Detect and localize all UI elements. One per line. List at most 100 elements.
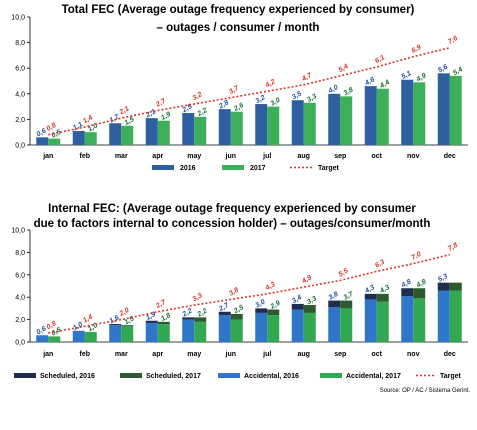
total-label-2016: 4,8	[400, 278, 413, 289]
target-data-label: 0,8	[46, 122, 58, 133]
target-data-label: 0,8	[46, 320, 58, 331]
legend-swatch-scheduled-2016	[14, 373, 36, 378]
bar-scheduled-2017	[194, 317, 207, 322]
bar-scheduled-2016	[218, 311, 231, 316]
chart-2-y-tick-label: 2,0	[15, 317, 25, 324]
bar-accidental-2016	[364, 299, 377, 342]
chart-2-x-tick-label: feb	[80, 351, 91, 358]
total-label-2016: 2,2	[181, 308, 194, 319]
data-label-2016: 2,1	[144, 108, 157, 119]
target-data-label: 4,3	[264, 281, 277, 292]
data-label-2017: 5,4	[452, 66, 464, 77]
bar-2017	[376, 88, 389, 145]
data-label-2016: 1,7	[109, 113, 122, 124]
bar-accidental-2017	[84, 331, 97, 342]
target-line	[48, 253, 450, 334]
target-data-label: 1,4	[82, 314, 94, 325]
bar-scheduled-2016	[291, 303, 304, 310]
chart-1-x-tick-label: sep	[334, 153, 346, 160]
bar-2016	[218, 109, 231, 145]
bar-2017	[303, 102, 316, 145]
chart-2-x-tick-label: jul	[262, 351, 271, 358]
chart-2-title-line-1: Internal FEC: (Average outage frequency …	[48, 203, 416, 215]
total-label-2017: 4,3	[378, 284, 391, 295]
legend-label-accidental-2017: Accidental, 2017	[346, 373, 401, 380]
bar-2017	[230, 111, 243, 145]
chart-2-x-tick-label: aug	[298, 351, 310, 358]
chart-2-x-tick-label: jan	[42, 351, 53, 358]
bar-2016	[255, 104, 268, 145]
total-label-2017: 1,8	[160, 312, 172, 323]
legend-swatch-2017	[222, 165, 244, 170]
legend-label-scheduled-2016: Scheduled, 2016	[40, 373, 95, 380]
data-label-2016: 4,0	[327, 84, 340, 95]
chart-2-x-tick-label: apr	[152, 351, 163, 358]
data-label-2017: 3,0	[270, 97, 282, 108]
total-label-2017: 2,5	[232, 304, 245, 315]
bar-accidental-2016	[36, 335, 49, 342]
total-label-2017: 4,8	[415, 278, 428, 289]
target-data-label: 5,4	[338, 63, 350, 74]
total-label-2017: 3,7	[343, 290, 356, 301]
bar-accidental-2017	[449, 290, 462, 342]
data-label-2017: 2,2	[196, 107, 209, 118]
target-data-label: 2,7	[154, 97, 168, 109]
bar-accidental-2017	[340, 308, 353, 342]
data-label-2017: 0,5	[51, 129, 63, 140]
target-data-label: 4,2	[264, 78, 277, 89]
bar-accidental-2016	[72, 330, 85, 342]
data-label-2017: 3,8	[343, 87, 355, 98]
legend-swatch-accidental-2016	[218, 373, 240, 378]
data-label-2016: 0,6	[36, 128, 48, 139]
total-label-2017: 1,0	[87, 322, 99, 333]
chart-2-y-tick-label: 10,0	[11, 228, 25, 235]
chart-1-x-tick-label: feb	[80, 153, 91, 160]
bar-scheduled-2017	[267, 309, 280, 316]
data-label-2017: 1,9	[160, 111, 172, 122]
total-label-2016: 3,8	[328, 291, 340, 302]
legend-swatch-scheduled-2017	[120, 373, 142, 378]
chart-1-y-tick-label: 10,0	[11, 15, 25, 22]
bar-2017	[194, 116, 207, 145]
target-data-label: 7,0	[411, 251, 423, 262]
bar-accidental-2017	[121, 326, 134, 342]
bar-2016	[401, 79, 414, 145]
bar-scheduled-2017	[376, 293, 389, 302]
legend-label-scheduled-2017: Scheduled, 2017	[146, 373, 201, 380]
target-data-label: 6,3	[374, 259, 386, 270]
bar-2017	[121, 125, 134, 145]
chart-2-x-tick-label: dec	[444, 351, 456, 358]
data-label-2016: 2,8	[217, 99, 230, 110]
chart-1-y-tick-label: 0,0	[15, 143, 25, 150]
bar-accidental-2016	[218, 315, 231, 342]
total-label-2017: 2,9	[269, 300, 282, 311]
target-data-label: 3,7	[228, 84, 241, 95]
bar-scheduled-2016	[145, 320, 158, 323]
bar-2017	[267, 106, 280, 145]
bar-accidental-2017	[194, 321, 207, 342]
total-label-2016: 0,6	[36, 325, 48, 336]
data-label-2017: 4,9	[415, 72, 428, 83]
bar-scheduled-2017	[413, 288, 426, 299]
total-label-2016: 1,9	[145, 311, 157, 322]
total-label-2016: 3,0	[255, 299, 267, 310]
data-label-2016: 2,5	[181, 103, 194, 114]
bar-scheduled-2016	[109, 324, 122, 326]
chart-1-x-tick-label: jan	[42, 153, 53, 160]
total-label-2016: 2,7	[217, 301, 231, 313]
chart-2-x-tick-label: nov	[407, 351, 420, 358]
chart-1-y-tick-label: 8,0	[15, 40, 25, 47]
legend-label-target: Target	[440, 373, 462, 380]
bar-2016	[36, 137, 49, 145]
bar-accidental-2016	[182, 319, 195, 342]
bar-2017	[449, 75, 462, 145]
chart-1-x-tick-label: jul	[262, 153, 271, 160]
target-data-label: 6,9	[411, 44, 423, 55]
bar-scheduled-2017	[121, 325, 134, 327]
bar-scheduled-2016	[328, 300, 341, 308]
bar-2017	[340, 96, 353, 145]
chart-1-x-tick-label: may	[187, 153, 201, 160]
bar-2017	[48, 138, 61, 145]
chart-1-y-tick-label: 2,0	[15, 117, 25, 124]
bar-2016	[364, 86, 377, 145]
